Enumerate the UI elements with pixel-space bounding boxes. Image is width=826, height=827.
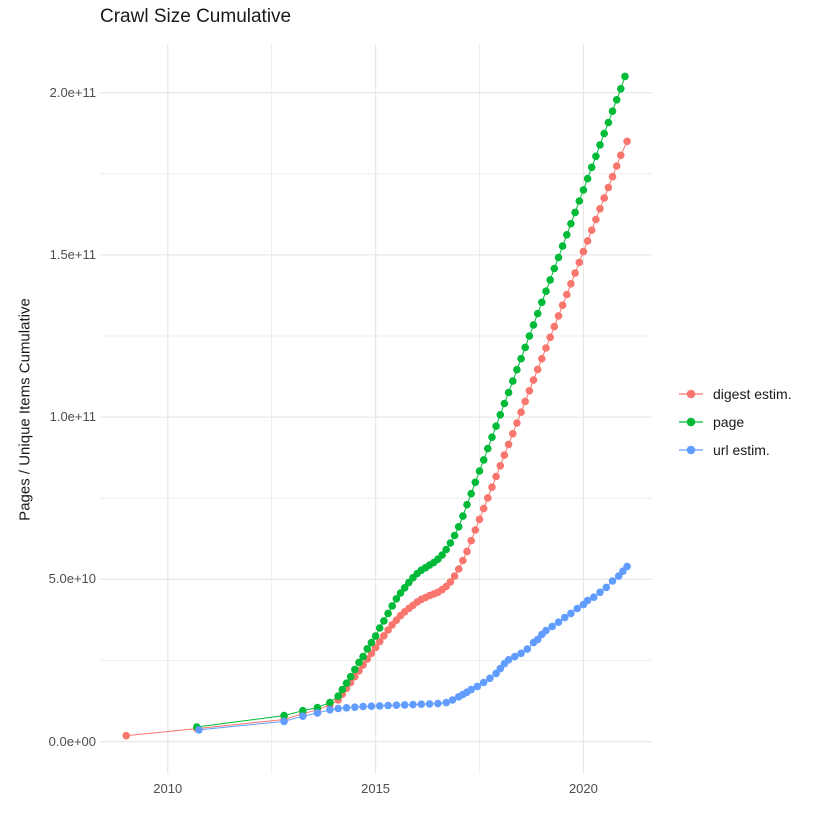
x-tick-label: 2015 bbox=[361, 781, 391, 796]
legend-label: digest estim. bbox=[713, 386, 792, 402]
series-url-estim- bbox=[195, 562, 631, 734]
legend-label: url estim. bbox=[713, 442, 770, 458]
y-tick-label: 2.0e+11 bbox=[49, 84, 96, 100]
x-tick-label: 2010 bbox=[153, 781, 183, 796]
series-digest-estim- bbox=[122, 137, 631, 740]
legend-key-url-estim-icon bbox=[679, 445, 703, 455]
legend: digest estim. page url estim. bbox=[678, 380, 792, 464]
series-page bbox=[193, 72, 629, 731]
y-tick-label: 5.0e+10 bbox=[48, 571, 96, 587]
y-tick-label: 0.0e+00 bbox=[48, 733, 96, 749]
legend-item-url-estim: url estim. bbox=[678, 436, 792, 464]
chart-title: Crawl Size Cumulative bbox=[100, 6, 292, 27]
x-tick-label: 2020 bbox=[568, 781, 598, 796]
legend-key-page-icon bbox=[679, 417, 703, 427]
legend-item-digest-estim: digest estim. bbox=[678, 380, 792, 408]
legend-item-page: page bbox=[678, 408, 792, 436]
legend-key-digest-estim-icon bbox=[679, 389, 703, 399]
y-tick-label: 1.5e+11 bbox=[49, 246, 96, 262]
legend-label: page bbox=[713, 414, 745, 430]
y-tick-label: 1.0e+11 bbox=[49, 409, 96, 425]
